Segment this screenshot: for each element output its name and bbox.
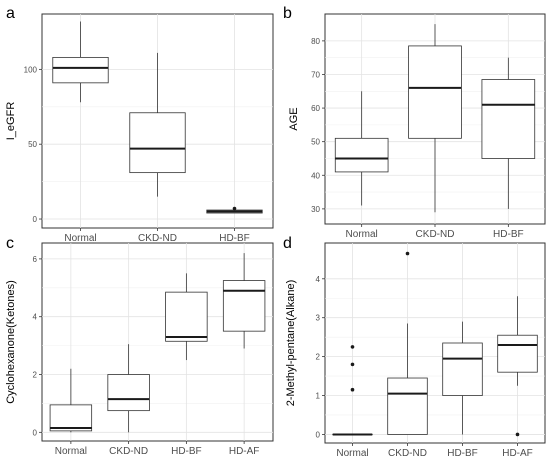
panel-letter-b: b	[283, 5, 292, 22]
x-tick-label-b: Normal	[346, 229, 378, 240]
panel-letter-a: a	[6, 5, 15, 22]
y-tick-label-a: 100	[24, 65, 38, 74]
iqr-box	[481, 79, 536, 159]
x-tick-label-a: HD-BF	[219, 233, 250, 244]
outlier-point	[232, 206, 237, 211]
y-tick-label-b: 60	[311, 104, 320, 113]
box-c-2	[165, 273, 208, 361]
panel-d: d 0 1 2 3 4 Normal CKD-ND HD-BF HD-AF 2-Methyl-pe…	[283, 235, 546, 459]
y-axis-title-c: Cyclohexanone(Ketones)	[5, 280, 17, 404]
box-a-2	[206, 206, 263, 214]
y-tick-label-a: 50	[28, 140, 37, 149]
box-c-3	[222, 253, 266, 349]
y-tick-label-b: 80	[311, 37, 320, 46]
y-axis-title-d: 2-Methyl-pentane(Alkane)	[285, 280, 297, 407]
x-tick-label-c: HD-BF	[171, 446, 202, 457]
panel-c: c 0 2 4 6 Normal CKD-ND HD-BF HD-AF Cyclohexanon…	[5, 235, 274, 457]
y-tick-label-c: 6	[33, 255, 38, 264]
y-tick-label-b: 40	[311, 171, 320, 180]
box-b-2	[481, 57, 536, 209]
y-tick-label-a: 0	[33, 215, 38, 224]
y-axis-title-b: AGE	[288, 107, 300, 130]
panel-b: b 30 40 50 60 70 80 Normal CKD-ND HD-BF AGE	[283, 5, 546, 240]
outlier-point	[350, 387, 355, 392]
panel-letter-c: c	[6, 235, 14, 252]
box-a-1	[129, 52, 186, 197]
x-tick-label-d: Normal	[336, 448, 368, 459]
iqr-box	[52, 56, 109, 84]
box-b-0	[334, 91, 389, 206]
y-tick-label-d: 4	[316, 275, 321, 284]
x-tick-label-b: CKD-ND	[416, 229, 455, 240]
y-tick-label-d: 0	[316, 430, 321, 439]
x-tick-label-b: HD-BF	[493, 229, 524, 240]
iqr-box	[387, 377, 428, 435]
box-c-0	[49, 368, 93, 433]
box-b-1	[408, 24, 462, 213]
y-tick-label-b: 50	[311, 138, 320, 147]
y-axis-title-a: I_eGFR	[5, 102, 17, 141]
iqr-box	[408, 45, 462, 139]
x-tick-label-d: HD-BF	[447, 448, 478, 459]
iqr-box	[497, 334, 538, 373]
box-a-0	[52, 21, 109, 103]
box-d-3	[497, 296, 538, 437]
x-tick-label-c: HD-AF	[229, 446, 260, 457]
x-tick-label-d: CKD-ND	[388, 448, 427, 459]
iqr-box	[107, 374, 150, 412]
y-tick-label-c: 2	[33, 371, 38, 380]
outlier-point	[350, 345, 355, 349]
outlier-point	[405, 251, 410, 256]
box-c-1	[107, 344, 150, 433]
x-tick-label-c: CKD-ND	[109, 446, 148, 457]
y-tick-label-c: 4	[33, 313, 38, 322]
y-tick-label-d: 2	[316, 353, 321, 362]
x-tick-label-c: Normal	[55, 446, 87, 457]
panel-a: a 0 50 100 Normal CKD-ND HD-BF I_eGFR	[5, 5, 274, 244]
box-d-1	[387, 251, 428, 435]
outlier-point	[515, 432, 520, 437]
iqr-box	[222, 280, 266, 332]
y-tick-label-b: 70	[311, 70, 320, 79]
y-tick-label-b: 30	[311, 205, 320, 214]
iqr-box	[49, 404, 93, 432]
outlier-point	[350, 362, 355, 367]
x-tick-label-a: CKD-ND	[138, 233, 177, 244]
box-d-0	[332, 345, 373, 436]
iqr-box	[334, 137, 389, 173]
x-tick-label-d: HD-AF	[502, 448, 533, 459]
y-tick-label-d: 3	[316, 314, 321, 323]
iqr-box	[442, 342, 483, 396]
y-tick-label-c: 0	[33, 428, 38, 437]
box-d-2	[442, 321, 483, 435]
panel-letter-d: d	[283, 235, 292, 252]
iqr-box	[129, 112, 186, 174]
x-tick-label-a: Normal	[64, 233, 96, 244]
y-tick-label-d: 1	[316, 392, 321, 401]
iqr-box	[165, 291, 208, 342]
